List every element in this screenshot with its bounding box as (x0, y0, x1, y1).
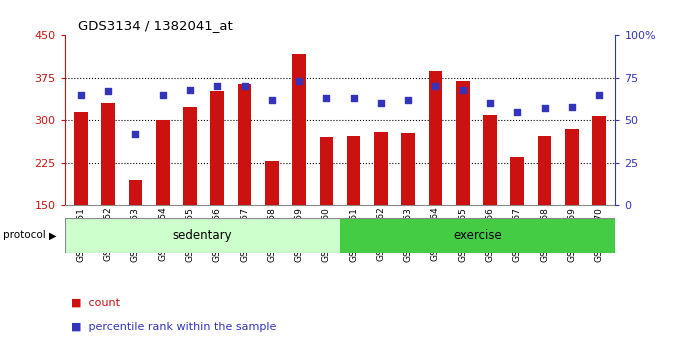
Point (539, 105, 550, 111)
Point (294, 79, 305, 84)
Point (184, 87, 195, 93)
Point (157, 92, 168, 98)
Bar (401, 133, 415, 205)
Bar (238, 84, 252, 205)
FancyBboxPatch shape (340, 218, 615, 253)
Point (239, 84, 250, 89)
Point (457, 87, 468, 93)
Bar (428, 70, 442, 205)
Point (430, 84, 441, 89)
Bar (538, 136, 551, 205)
Text: sedentary: sedentary (173, 229, 232, 242)
Text: ■  percentile rank within the sample: ■ percentile rank within the sample (71, 322, 277, 332)
Point (403, 97, 413, 103)
Bar (156, 120, 169, 205)
Point (321, 96, 332, 101)
Bar (320, 137, 333, 205)
Text: GDS3134 / 1382041_at: GDS3134 / 1382041_at (78, 19, 233, 32)
Point (130, 131, 141, 137)
Bar (456, 81, 469, 205)
Point (212, 84, 223, 89)
Bar (74, 112, 88, 205)
Text: ■  count: ■ count (71, 297, 120, 307)
Point (267, 97, 277, 103)
Text: exercise: exercise (454, 229, 502, 242)
Point (512, 109, 523, 115)
Point (375, 101, 386, 106)
Point (348, 96, 359, 101)
Text: ▶: ▶ (49, 230, 56, 240)
Bar (592, 116, 606, 205)
Bar (101, 103, 115, 205)
Bar (374, 132, 388, 205)
Point (103, 88, 114, 94)
Bar (211, 91, 224, 205)
Bar (265, 161, 279, 205)
Bar (565, 129, 579, 205)
Bar (483, 115, 497, 205)
Bar (129, 180, 142, 205)
Bar (347, 136, 360, 205)
Point (485, 101, 496, 106)
FancyBboxPatch shape (65, 218, 340, 253)
Point (566, 104, 577, 110)
Text: protocol: protocol (3, 230, 46, 240)
Point (75, 92, 86, 98)
Point (594, 92, 605, 98)
Bar (511, 157, 524, 205)
Bar (292, 53, 306, 205)
Bar (183, 107, 197, 205)
